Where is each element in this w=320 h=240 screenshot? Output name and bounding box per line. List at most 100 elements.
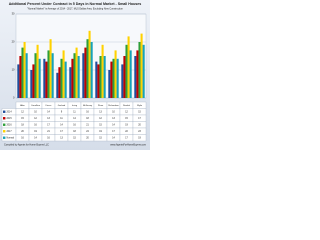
table-value: 9 [61, 111, 63, 113]
bar [71, 58, 74, 98]
bar [97, 64, 100, 98]
bar [138, 42, 141, 98]
bar [90, 42, 93, 98]
bar [86, 39, 89, 98]
footer-left: Compiled by Agents for Home Buyers LLC [4, 144, 49, 147]
legend-label: 2017 [7, 131, 13, 133]
table-value: 17 [47, 124, 50, 126]
bar [108, 70, 111, 98]
bar [56, 72, 59, 98]
legend-swatch [3, 130, 6, 133]
table-value: 13 [112, 118, 115, 120]
table-value: 23 [138, 131, 141, 133]
legend-label: 2015 [7, 118, 13, 120]
table-value: 19 [34, 131, 37, 133]
bar [34, 53, 37, 98]
bar [64, 61, 67, 98]
table-value: 16 [86, 111, 89, 113]
table-value: 19 [125, 124, 128, 126]
y-tick-label: 10 [12, 68, 15, 72]
table-value: 15 [138, 111, 141, 113]
table-value: 14 [73, 118, 76, 120]
bar [36, 44, 39, 98]
table-value: 15 [99, 137, 102, 139]
table-value: 19 [99, 131, 102, 133]
x-tick-label: Garland [58, 104, 66, 107]
table-value: 16 [34, 124, 37, 126]
bar [49, 39, 52, 98]
bar [75, 47, 78, 98]
table-value: 20 [138, 124, 141, 126]
legend-label: Normal [7, 136, 15, 139]
bar [121, 64, 124, 98]
table-value: 17 [112, 131, 115, 133]
table-value: 14 [112, 124, 115, 126]
table-value: 11 [73, 111, 76, 113]
bar [140, 33, 143, 98]
bar [45, 61, 48, 98]
bar [142, 44, 145, 98]
bar [17, 64, 20, 98]
bar [73, 53, 76, 98]
table-value: 14 [47, 111, 50, 113]
table-value: 17 [125, 137, 128, 139]
bar [25, 53, 28, 98]
bar [84, 47, 87, 98]
bar [21, 47, 24, 98]
bar [60, 58, 63, 98]
table-value: 17 [138, 118, 141, 120]
table-value: 20 [21, 131, 24, 133]
bar [103, 56, 106, 98]
table-value: 11 [60, 118, 63, 120]
legend-swatch [3, 110, 6, 113]
table-value: 20 [86, 137, 89, 139]
bar [19, 56, 22, 98]
table-value: 16 [21, 137, 24, 139]
x-tick-label: Allen [20, 104, 25, 107]
bar [47, 50, 50, 98]
x-tick-label: McKinney [83, 105, 93, 107]
bar [58, 67, 61, 98]
legend-label: 2014 [7, 111, 13, 113]
table-value: 13 [60, 137, 63, 139]
table-value: 18 [86, 118, 89, 120]
x-tick-label: Wylie [137, 105, 143, 107]
table-value: 15 [125, 118, 128, 120]
table-value: 12 [125, 111, 128, 113]
y-tick-label: 30 [12, 12, 15, 16]
x-tick-label: Rowlett [123, 104, 130, 107]
bar [69, 67, 72, 98]
table-value: 10 [112, 111, 115, 113]
chart-subtitle: "Normal Market" is Average of 2014 - 201… [27, 8, 123, 11]
bar [62, 50, 65, 98]
legend-swatch [3, 123, 6, 126]
bar [88, 30, 91, 98]
bar [30, 70, 33, 98]
table-value: 16 [47, 137, 50, 139]
legend-swatch [3, 117, 6, 120]
bar [82, 53, 85, 98]
chart: Additional Percent Under Contract in 5 D… [0, 0, 150, 150]
bar [110, 61, 113, 98]
table-value: 14 [112, 137, 115, 139]
y-tick-label: 0 [13, 96, 15, 100]
bar [43, 58, 46, 98]
footer-right: www.AgentsForHomeBuyers.com [110, 144, 146, 147]
bar [99, 56, 102, 98]
table-value: 24 [86, 131, 89, 133]
table-value: 14 [60, 124, 63, 126]
bar [38, 58, 41, 98]
bar [129, 50, 132, 98]
bar [32, 64, 35, 98]
table-value: 13 [47, 118, 50, 120]
table-value: 15 [73, 137, 76, 139]
table-value: 19 [138, 137, 141, 139]
table-value: 21 [47, 131, 50, 133]
x-tick-label: Plano [98, 105, 104, 107]
table-cell [132, 134, 147, 142]
table-value: 16 [73, 124, 76, 126]
x-tick-label: Frisco [46, 104, 53, 107]
bar [125, 44, 128, 98]
x-tick-label: Irving [72, 104, 78, 107]
table-value: 17 [60, 131, 63, 133]
